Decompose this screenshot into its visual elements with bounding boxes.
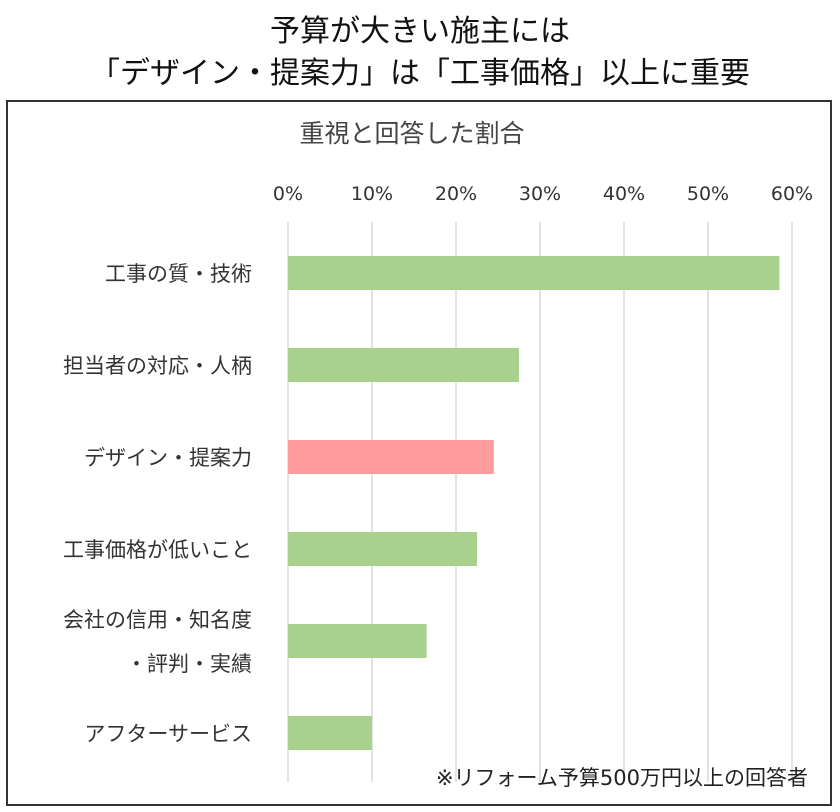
x-tick-label: 0% bbox=[273, 183, 303, 205]
category-label: 担当者の対応・人柄 bbox=[63, 354, 252, 378]
chart-subtitle: 重視と回答した割合 bbox=[299, 119, 524, 148]
category-label: 工事価格が低いこと bbox=[63, 538, 252, 562]
page-title-line-2: 「デザイン・提案力」は「工事価格」以上に重要 bbox=[90, 56, 750, 91]
category-label: アフターサービス bbox=[84, 722, 252, 746]
x-tick-label: 50% bbox=[687, 183, 729, 205]
x-tick-label: 60% bbox=[771, 183, 813, 205]
bar bbox=[288, 256, 780, 290]
bar bbox=[288, 532, 477, 566]
category-label: 会社の信用・知名度 bbox=[63, 608, 252, 632]
chart-footnote: ※リフォーム予算500万円以上の回答者 bbox=[436, 766, 808, 790]
bar bbox=[288, 440, 494, 474]
category-label: デザイン・提案力 bbox=[84, 446, 252, 470]
x-tick-label: 10% bbox=[351, 183, 393, 205]
chart-frame bbox=[6, 100, 832, 806]
category-label: ・評判・実績 bbox=[126, 652, 252, 676]
x-tick-label: 30% bbox=[519, 183, 561, 205]
bar bbox=[288, 348, 519, 382]
page-title-line-1: 予算が大きい施主には bbox=[270, 14, 570, 49]
x-tick-label: 40% bbox=[603, 183, 645, 205]
bar bbox=[288, 716, 372, 750]
category-label: 工事の質・技術 bbox=[105, 262, 252, 286]
bar bbox=[288, 624, 427, 658]
x-tick-label: 20% bbox=[435, 183, 477, 205]
